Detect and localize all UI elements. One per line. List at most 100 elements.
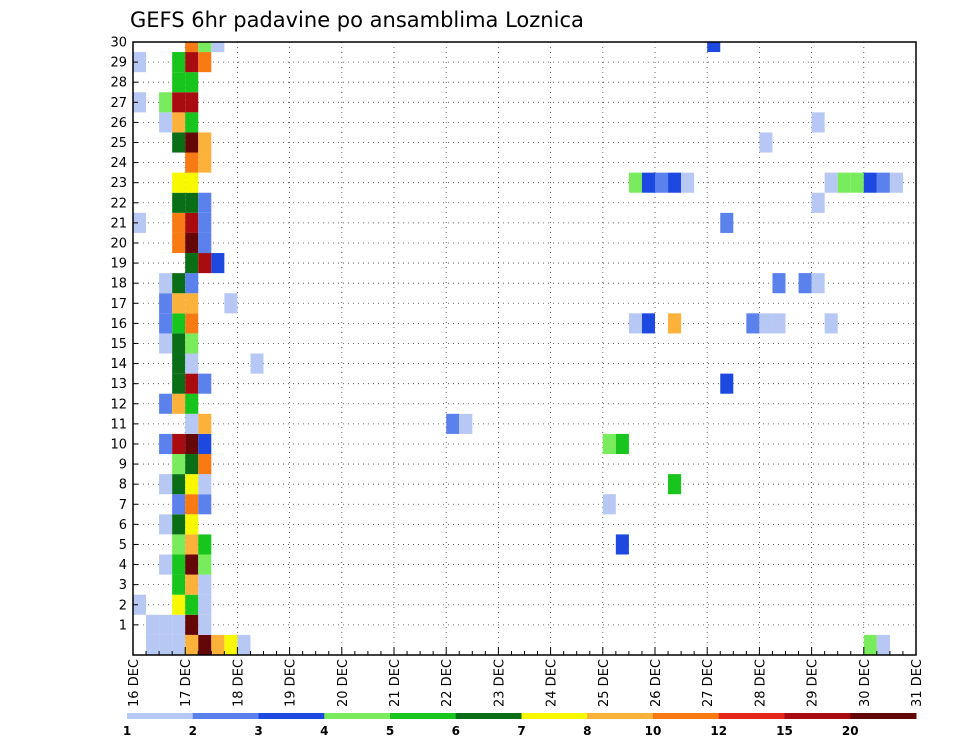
y-tick-label: 2 — [119, 598, 127, 613]
heatmap-cell — [641, 313, 655, 334]
heatmap-cell — [172, 373, 186, 394]
heatmap-cell — [824, 172, 838, 193]
heatmap-cell — [837, 172, 851, 193]
heatmap-cell — [185, 212, 199, 233]
heatmap-cell — [185, 253, 199, 274]
heatmap-cell — [198, 554, 212, 575]
heatmap-cell — [668, 474, 682, 495]
heatmap-cell — [185, 474, 199, 495]
x-tick-label: 25 DEC — [597, 659, 612, 707]
colorbar-segment — [653, 713, 720, 719]
heatmap-cell — [876, 172, 890, 193]
x-axis-ticks: 16 DEC 17 DEC 18 DEC 19 DEC 20 DEC 21 DEC 22 D… — [127, 647, 925, 707]
colorbar-segment — [718, 713, 785, 719]
heatmap-cell — [198, 192, 212, 213]
heatmap-cell — [185, 393, 199, 414]
heatmap-cell — [211, 634, 225, 655]
heatmap-cell — [863, 172, 877, 193]
x-tick-label: 26 DEC — [649, 659, 664, 707]
y-tick-label: 1 — [119, 618, 127, 633]
colorbar: 1 2 3 4 5 6 7 8 10 12 15 20 — [123, 713, 917, 738]
heatmap-cell — [707, 42, 721, 53]
heatmap-cell — [185, 172, 199, 193]
heatmap-cells — [133, 42, 903, 655]
heatmap-cell — [198, 52, 212, 73]
heatmap-cell — [628, 313, 642, 334]
heatmap-cell — [172, 433, 186, 455]
colorbar-label: 20 — [842, 724, 859, 738]
y-tick-label: 6 — [119, 518, 127, 533]
colorbar-segment — [784, 713, 851, 719]
heatmap-cell — [172, 313, 186, 334]
heatmap-cell — [198, 42, 212, 53]
heatmap-cell — [889, 172, 903, 193]
x-tick-label: 30 DEC — [858, 659, 873, 707]
heatmap-cell — [720, 212, 734, 233]
y-tick-label: 3 — [119, 578, 127, 593]
heatmap-cell — [211, 253, 225, 274]
heatmap-cell — [172, 72, 186, 93]
colorbar-segment — [127, 713, 194, 719]
heatmap-cell — [876, 634, 890, 655]
y-tick-label: 15 — [110, 337, 127, 352]
plot-frame — [132, 41, 917, 656]
colorbar-label: 7 — [517, 724, 525, 738]
heatmap-cell — [224, 293, 238, 314]
y-tick-label: 9 — [119, 458, 127, 473]
heatmap-cell — [159, 333, 173, 354]
heatmap-cell — [159, 92, 173, 113]
heatmap-cell — [172, 614, 186, 635]
heatmap-cell — [602, 494, 616, 515]
heatmap-cell — [185, 594, 199, 615]
y-tick-label: 23 — [110, 176, 127, 191]
heatmap-cell — [198, 634, 212, 655]
heatmap-cell — [172, 132, 186, 153]
y-tick-label: 16 — [110, 317, 127, 332]
heatmap-cell — [772, 273, 786, 294]
heatmap-cell — [172, 92, 186, 113]
y-tick-label: 14 — [110, 357, 127, 372]
heatmap-cell — [459, 413, 473, 434]
y-tick-label: 17 — [110, 297, 127, 312]
heatmap-cell — [159, 273, 173, 294]
colorbar-segment — [521, 713, 588, 719]
heatmap-cell — [133, 92, 147, 113]
heatmap-cell — [759, 132, 773, 153]
heatmap-cell — [185, 574, 199, 595]
heatmap-cell — [172, 232, 186, 254]
heatmap-cell — [668, 172, 682, 193]
heatmap-cell — [198, 534, 212, 555]
heatmap-cell — [172, 474, 186, 495]
heatmap-cell — [185, 273, 199, 294]
heatmap-cell — [185, 92, 199, 113]
heatmap-cell — [850, 172, 864, 193]
heatmap-cell — [772, 313, 786, 334]
heatmap-cell — [237, 634, 251, 655]
colorbar-label: 1 — [123, 724, 131, 738]
y-tick-label: 19 — [110, 257, 127, 272]
y-tick-label: 18 — [110, 277, 127, 292]
heatmap-cell — [185, 313, 199, 334]
heatmap-cell — [159, 393, 173, 414]
colorbar-label: 6 — [452, 724, 460, 738]
heatmap-cell — [172, 192, 186, 213]
y-tick-label: 24 — [110, 156, 127, 171]
grid-lines — [133, 41, 916, 655]
colorbar-segment — [192, 713, 259, 719]
heatmap-cell — [159, 554, 173, 575]
heatmap-cell — [198, 212, 212, 233]
y-tick-label: 7 — [119, 498, 127, 513]
heatmap-cell — [641, 172, 655, 193]
y-tick-label: 11 — [110, 417, 127, 432]
heatmap-cell — [185, 132, 199, 153]
heatmap-cell — [185, 514, 199, 535]
heatmap-cell — [446, 413, 460, 434]
heatmap-cell — [172, 293, 186, 314]
heatmap-cell — [198, 132, 212, 153]
heatmap-cell — [824, 313, 838, 334]
heatmap-cell — [198, 614, 212, 635]
heatmap-cell — [159, 474, 173, 495]
y-tick-label: 4 — [119, 558, 127, 573]
heatmap-cell — [185, 353, 199, 374]
